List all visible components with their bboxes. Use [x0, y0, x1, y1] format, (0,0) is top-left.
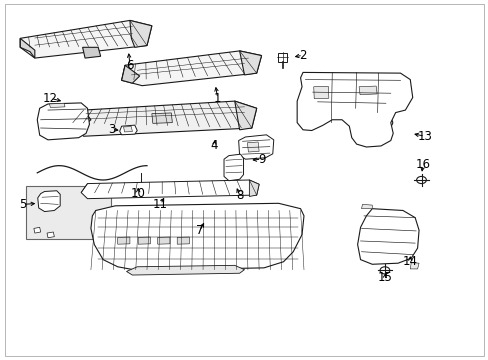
Circle shape: [69, 130, 76, 134]
Polygon shape: [277, 53, 287, 62]
Circle shape: [363, 93, 378, 104]
Text: 5: 5: [20, 198, 27, 211]
Text: 15: 15: [377, 271, 391, 284]
Circle shape: [378, 118, 392, 128]
Polygon shape: [20, 21, 152, 58]
Text: 14: 14: [402, 255, 417, 268]
Circle shape: [341, 87, 359, 100]
Polygon shape: [123, 127, 132, 132]
Text: 1: 1: [213, 92, 221, 105]
Circle shape: [315, 94, 334, 108]
Circle shape: [227, 246, 251, 264]
Polygon shape: [357, 209, 418, 264]
Polygon shape: [47, 232, 54, 238]
Polygon shape: [249, 180, 259, 197]
Circle shape: [53, 116, 73, 131]
Polygon shape: [238, 135, 273, 159]
Circle shape: [374, 226, 401, 246]
Text: 11: 11: [153, 198, 168, 211]
Polygon shape: [34, 227, 41, 233]
Polygon shape: [234, 101, 256, 130]
Polygon shape: [313, 86, 328, 99]
Polygon shape: [122, 51, 261, 86]
Polygon shape: [120, 125, 137, 135]
Circle shape: [100, 114, 111, 122]
Text: 7: 7: [196, 224, 203, 238]
Polygon shape: [122, 65, 140, 83]
Polygon shape: [91, 203, 304, 270]
Circle shape: [247, 227, 261, 237]
Text: 16: 16: [415, 158, 429, 171]
Text: 2: 2: [299, 49, 306, 62]
Polygon shape: [138, 237, 150, 244]
Polygon shape: [358, 86, 376, 95]
Polygon shape: [73, 101, 256, 136]
Text: 13: 13: [417, 130, 431, 143]
Polygon shape: [126, 265, 244, 275]
Polygon shape: [130, 21, 152, 47]
Text: 4: 4: [210, 139, 218, 152]
Polygon shape: [37, 103, 89, 140]
Circle shape: [121, 216, 134, 226]
Polygon shape: [158, 237, 169, 244]
Circle shape: [195, 111, 205, 119]
Polygon shape: [118, 237, 130, 244]
Polygon shape: [20, 39, 35, 58]
Polygon shape: [297, 72, 412, 147]
Polygon shape: [224, 154, 243, 181]
Text: 3: 3: [108, 122, 115, 136]
Text: 6: 6: [126, 59, 133, 72]
Text: 8: 8: [235, 189, 243, 202]
Circle shape: [379, 267, 389, 274]
Polygon shape: [82, 47, 101, 58]
Polygon shape: [177, 237, 189, 244]
Polygon shape: [239, 51, 261, 75]
Polygon shape: [38, 191, 60, 212]
Polygon shape: [152, 113, 172, 123]
Circle shape: [127, 113, 138, 121]
Polygon shape: [361, 204, 371, 209]
Bar: [26, 186, 111, 239]
Polygon shape: [247, 142, 259, 152]
Circle shape: [270, 232, 284, 242]
Circle shape: [416, 176, 426, 184]
Polygon shape: [49, 103, 65, 108]
Circle shape: [219, 110, 230, 118]
Text: 9: 9: [257, 153, 265, 166]
Polygon shape: [409, 262, 418, 269]
Circle shape: [150, 215, 163, 225]
Circle shape: [49, 130, 56, 134]
Text: 12: 12: [43, 92, 58, 105]
Circle shape: [198, 222, 212, 232]
Polygon shape: [73, 110, 91, 127]
Text: 10: 10: [130, 187, 145, 200]
Polygon shape: [81, 180, 259, 199]
